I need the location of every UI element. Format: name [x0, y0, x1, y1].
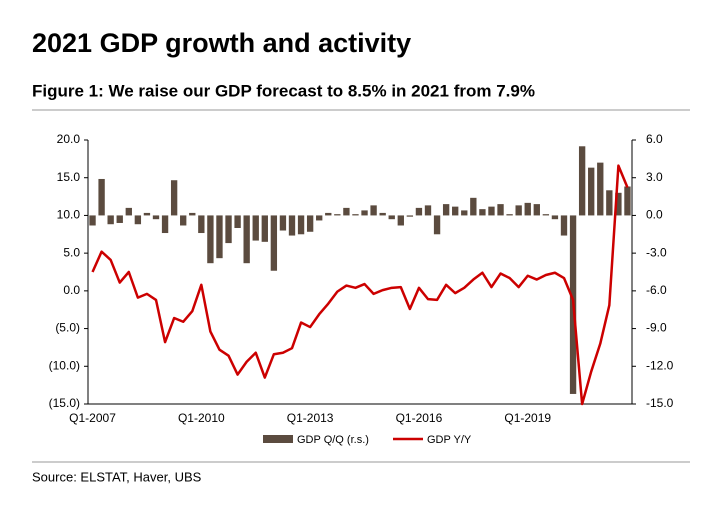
bar — [406, 215, 414, 217]
bar — [198, 215, 205, 234]
bar — [225, 215, 232, 244]
bar — [624, 186, 631, 216]
bar — [361, 210, 368, 216]
bar — [533, 204, 540, 216]
bar — [152, 215, 160, 220]
bar — [597, 162, 604, 216]
bar — [497, 204, 504, 216]
bar — [524, 202, 531, 216]
bar — [397, 215, 404, 226]
bar — [161, 215, 169, 234]
bar — [542, 214, 550, 216]
bar — [288, 215, 296, 236]
bar — [433, 215, 441, 235]
legend-swatch — [263, 435, 293, 443]
bar — [379, 212, 386, 216]
legend-label: GDP Q/Q (r.s.) — [297, 434, 369, 446]
bar — [216, 215, 223, 259]
chart-title: 2021 GDP growth and activity — [32, 28, 411, 58]
bar — [334, 214, 341, 216]
bar — [424, 205, 432, 216]
y2-tick-label: 0.0 — [646, 208, 663, 222]
bar — [180, 215, 187, 226]
bar — [243, 215, 250, 264]
bar — [488, 206, 495, 216]
y-tick-label: 15.0 — [57, 170, 81, 184]
bar — [270, 215, 278, 271]
bar — [116, 215, 123, 223]
bar — [170, 180, 178, 216]
bar — [89, 215, 96, 226]
bar — [306, 215, 314, 232]
bar — [461, 210, 468, 216]
y2-tick-label: 6.0 — [646, 132, 663, 146]
bar — [370, 205, 377, 216]
y-tick-label: (15.0) — [49, 396, 80, 410]
bar — [207, 215, 214, 264]
bar — [506, 214, 513, 216]
bar — [606, 190, 613, 216]
y-tick-label: 20.0 — [57, 132, 81, 146]
bar — [578, 146, 586, 216]
bar — [252, 215, 259, 241]
bar — [551, 215, 559, 220]
x-tick-label: Q1-2019 — [504, 411, 551, 425]
y-tick-label: (10.0) — [49, 358, 80, 372]
bar — [316, 215, 323, 221]
chart-subtitle: Figure 1: We raise our GDP forecast to 8… — [32, 81, 535, 100]
bar — [452, 206, 459, 216]
bar — [352, 214, 359, 216]
bar — [560, 215, 568, 236]
bar — [515, 205, 522, 216]
bar — [470, 197, 477, 216]
y2-tick-label: -15.0 — [646, 396, 674, 410]
y2-tick-label: -3.0 — [646, 245, 667, 259]
line — [91, 164, 629, 406]
bar — [615, 192, 622, 216]
x-tick-label: Q1-2007 — [69, 411, 116, 425]
bar — [588, 167, 595, 216]
source: Source: ELSTAT, Haver, UBS — [32, 469, 202, 484]
bar — [442, 204, 450, 216]
y-tick-label: 0.0 — [63, 283, 80, 297]
y2-tick-label: 3.0 — [646, 170, 663, 184]
bar — [98, 178, 105, 216]
bar — [134, 215, 142, 225]
bar — [107, 215, 114, 225]
bar — [388, 215, 395, 220]
bar — [297, 215, 305, 235]
bar — [143, 212, 151, 216]
y-tick-label: 5.0 — [63, 245, 80, 259]
bar — [279, 215, 287, 231]
bar — [325, 212, 332, 216]
bar — [189, 212, 196, 216]
bar — [415, 207, 423, 216]
x-tick-label: Q1-2013 — [287, 411, 334, 425]
y2-tick-label: -9.0 — [646, 321, 667, 335]
bar — [479, 209, 486, 216]
y-tick-label: 10.0 — [57, 208, 81, 222]
bar — [343, 207, 350, 216]
bar — [125, 207, 132, 216]
y2-tick-label: -12.0 — [646, 358, 674, 372]
y2-tick-label: -6.0 — [646, 283, 667, 297]
bar — [261, 215, 268, 242]
y-tick-label: (5.0) — [55, 321, 80, 335]
x-tick-label: Q1-2016 — [396, 411, 443, 425]
x-tick-label: Q1-2010 — [178, 411, 225, 425]
bar — [234, 215, 241, 228]
legend-label: GDP Y/Y — [427, 434, 472, 446]
